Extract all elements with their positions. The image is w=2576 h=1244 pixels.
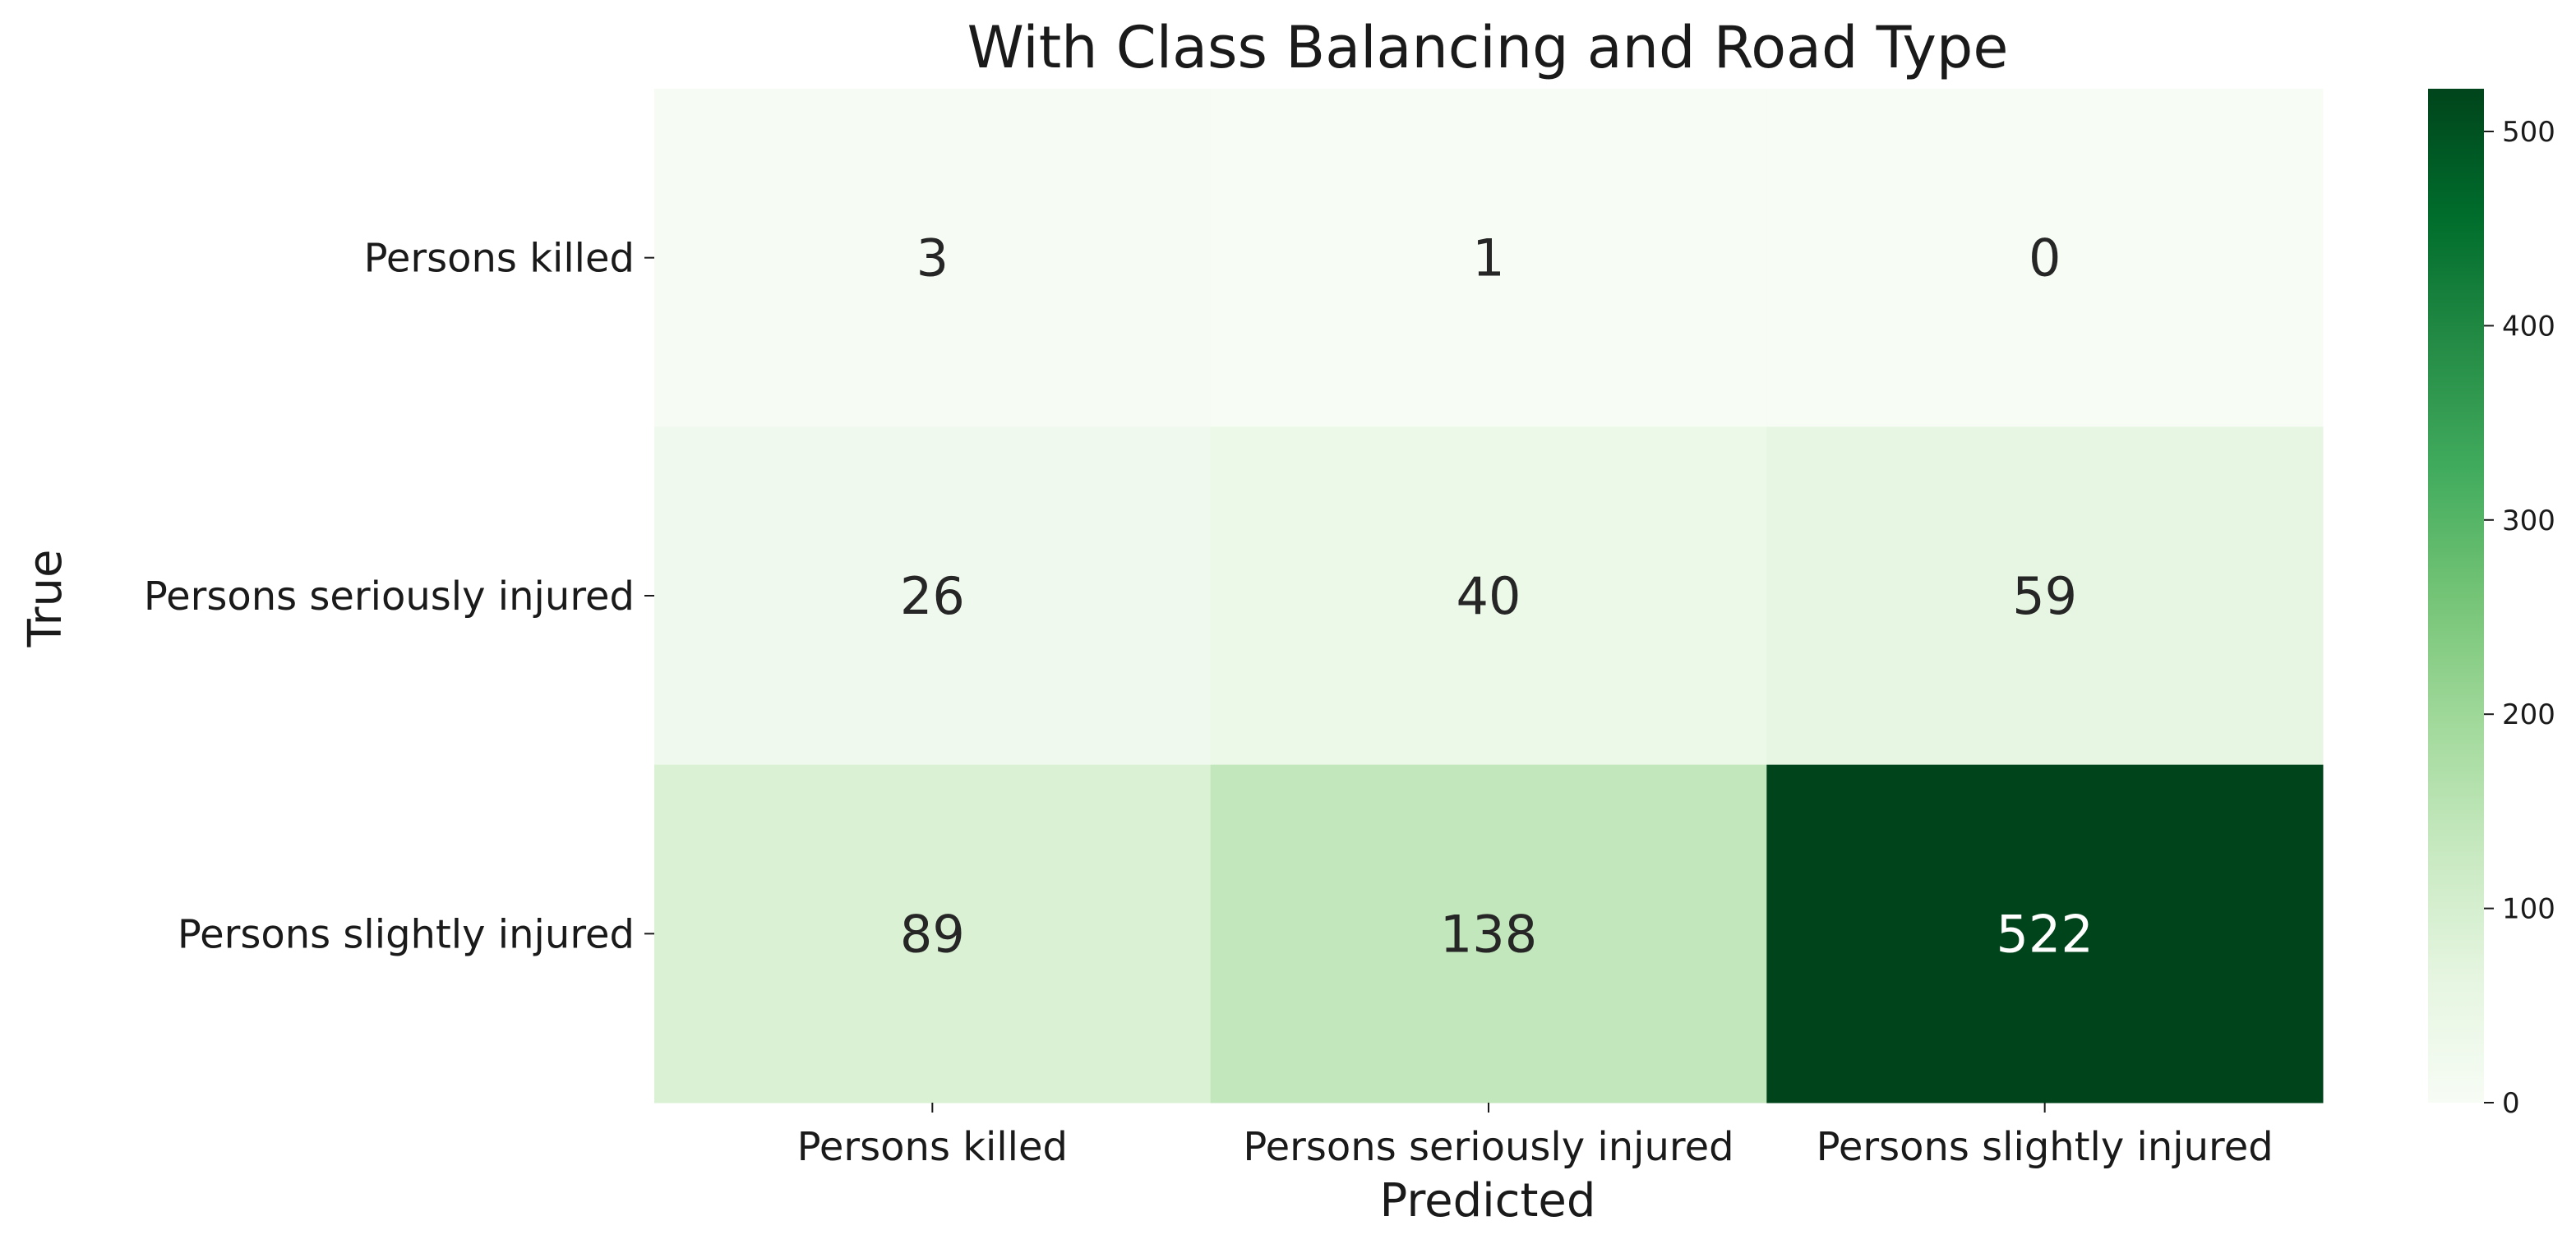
cell-value-label: 3 [916, 228, 949, 288]
heatmap-cell [1210, 426, 1767, 766]
heatmap-cells: 3 1 0 26 40 59 89 138 522 [654, 89, 2324, 1103]
y-axis-label: True [19, 550, 72, 648]
heatmap-cell [1210, 89, 1767, 427]
heatmap-cell [654, 89, 1212, 427]
y-tick-label: Persons slightly injured [178, 911, 635, 957]
colorbar [2428, 89, 2484, 1103]
heatmap-cell [1766, 89, 2324, 427]
colorbar-tick-label: 100 [2502, 893, 2555, 926]
x-tick-label: Persons slightly injured [1817, 1124, 2274, 1170]
cell-value-label: 0 [2029, 228, 2061, 288]
heatmap-cell [654, 764, 1212, 1103]
x-axis-label: Predicted [1380, 1174, 1596, 1228]
y-tick-label: Persons killed [364, 236, 635, 282]
heatmap-cell [1766, 426, 2324, 766]
x-tick-label: Persons seriously injured [1243, 1124, 1733, 1170]
cell-value-label: 40 [1457, 566, 1521, 626]
colorbar-tick-label: 0 [2502, 1087, 2520, 1120]
heatmap-cell [1766, 764, 2324, 1103]
colorbar-tick-label: 500 [2502, 116, 2555, 149]
colorbar-tick-label: 400 [2502, 310, 2555, 343]
colorbar-tick-label: 300 [2502, 505, 2555, 537]
colorbar-ticks: 0 100 200 300 400 500 [2484, 116, 2555, 1120]
cell-value-label: 26 [900, 566, 965, 626]
heatmap-cell [1210, 764, 1767, 1103]
x-tick-labels: Persons killed Persons seriously injured P… [797, 1103, 2274, 1170]
x-tick-label: Persons killed [797, 1124, 1068, 1170]
cell-value-label: 1 [1472, 228, 1504, 288]
cell-value-label: 522 [1996, 904, 2093, 964]
cell-value-label: 59 [2012, 566, 2077, 626]
colorbar-tick-label: 200 [2502, 698, 2555, 731]
chart-title: With Class Balancing and Road Type [967, 14, 2009, 81]
cell-value-label: 138 [1440, 904, 1537, 964]
heatmap-cell [654, 426, 1212, 766]
cell-value-label: 89 [900, 904, 965, 964]
y-tick-label: Persons seriously injured [144, 574, 635, 620]
y-tick-labels: Persons killed Persons seriously injured P… [144, 236, 654, 957]
